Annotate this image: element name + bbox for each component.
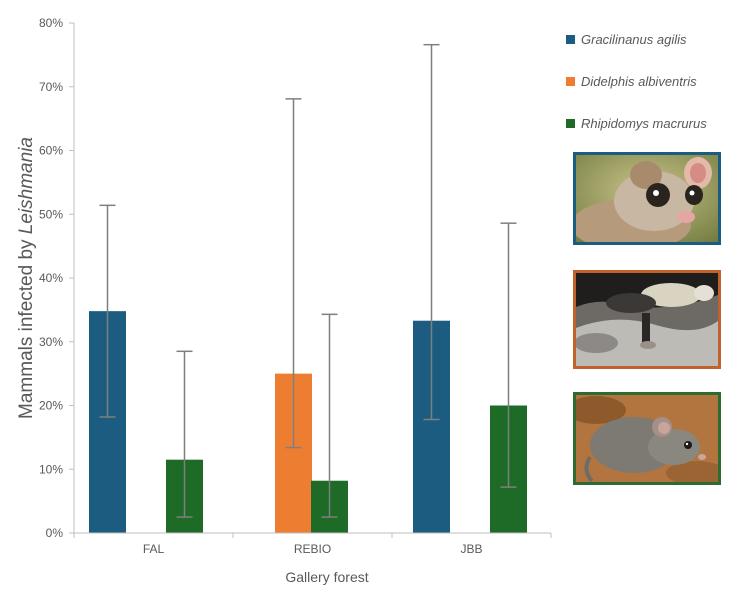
y-tick-label: 0%: [46, 526, 64, 540]
gracilinanus-agilis-photo: [573, 152, 721, 245]
y-axis-label-prefix: Mammals infected by: [16, 234, 37, 419]
legend-item-rhipidomys: Rhipidomys macrurus: [566, 102, 707, 144]
legend-swatch: [566, 76, 575, 86]
didelphis-albiventris-image: [576, 273, 718, 366]
y-tick-label: 20%: [39, 399, 63, 413]
x-tick-label: FAL: [143, 542, 165, 556]
y-tick-label: 40%: [39, 271, 63, 285]
x-axis: FAL REBIO JBB: [73, 532, 552, 556]
legend-swatch: [566, 34, 575, 44]
y-tick-label: 80%: [39, 16, 63, 30]
y-axis-label: Mammals infected by Leishmania: [16, 137, 37, 419]
rhipidomys-macrurus-image: [576, 395, 718, 482]
x-tick-label: REBIO: [294, 542, 331, 556]
y-tick-label: 70%: [39, 80, 63, 94]
x-axis-label: Gallery forest: [285, 569, 368, 585]
legend-item-gracilinanus: Gracilinanus agilis: [566, 18, 707, 60]
legend-label: Gracilinanus agilis: [581, 31, 687, 47]
y-axis-label-italic: Leishmania: [16, 137, 37, 234]
bar-chart: 0% 10% 20% 30% 40% 50% 60% 70% 80% FAL REBIO JBB M…: [16, 16, 552, 585]
y-tick-label: 60%: [39, 144, 63, 158]
legend-item-didelphis: Didelphis albiventris: [566, 60, 707, 102]
legend-swatch: [566, 118, 575, 128]
x-tick-label: JBB: [460, 542, 482, 556]
gracilinanus-agilis-image: [576, 155, 718, 242]
legend-label: Didelphis albiventris: [581, 73, 697, 89]
y-tick-label: 50%: [39, 207, 63, 221]
y-axis: 0% 10% 20% 30% 40% 50% 60% 70% 80%: [39, 16, 75, 540]
rhipidomys-macrurus-photo: [573, 392, 721, 485]
error-bars: [99, 43, 517, 518]
legend: Gracilinanus agilis Didelphis albiventri…: [566, 18, 707, 144]
bars: [89, 311, 527, 533]
legend-label: Rhipidomys macrurus: [581, 115, 707, 131]
y-tick-label: 30%: [39, 335, 63, 349]
y-tick-label: 10%: [39, 462, 63, 476]
didelphis-albiventris-photo: [573, 270, 721, 369]
